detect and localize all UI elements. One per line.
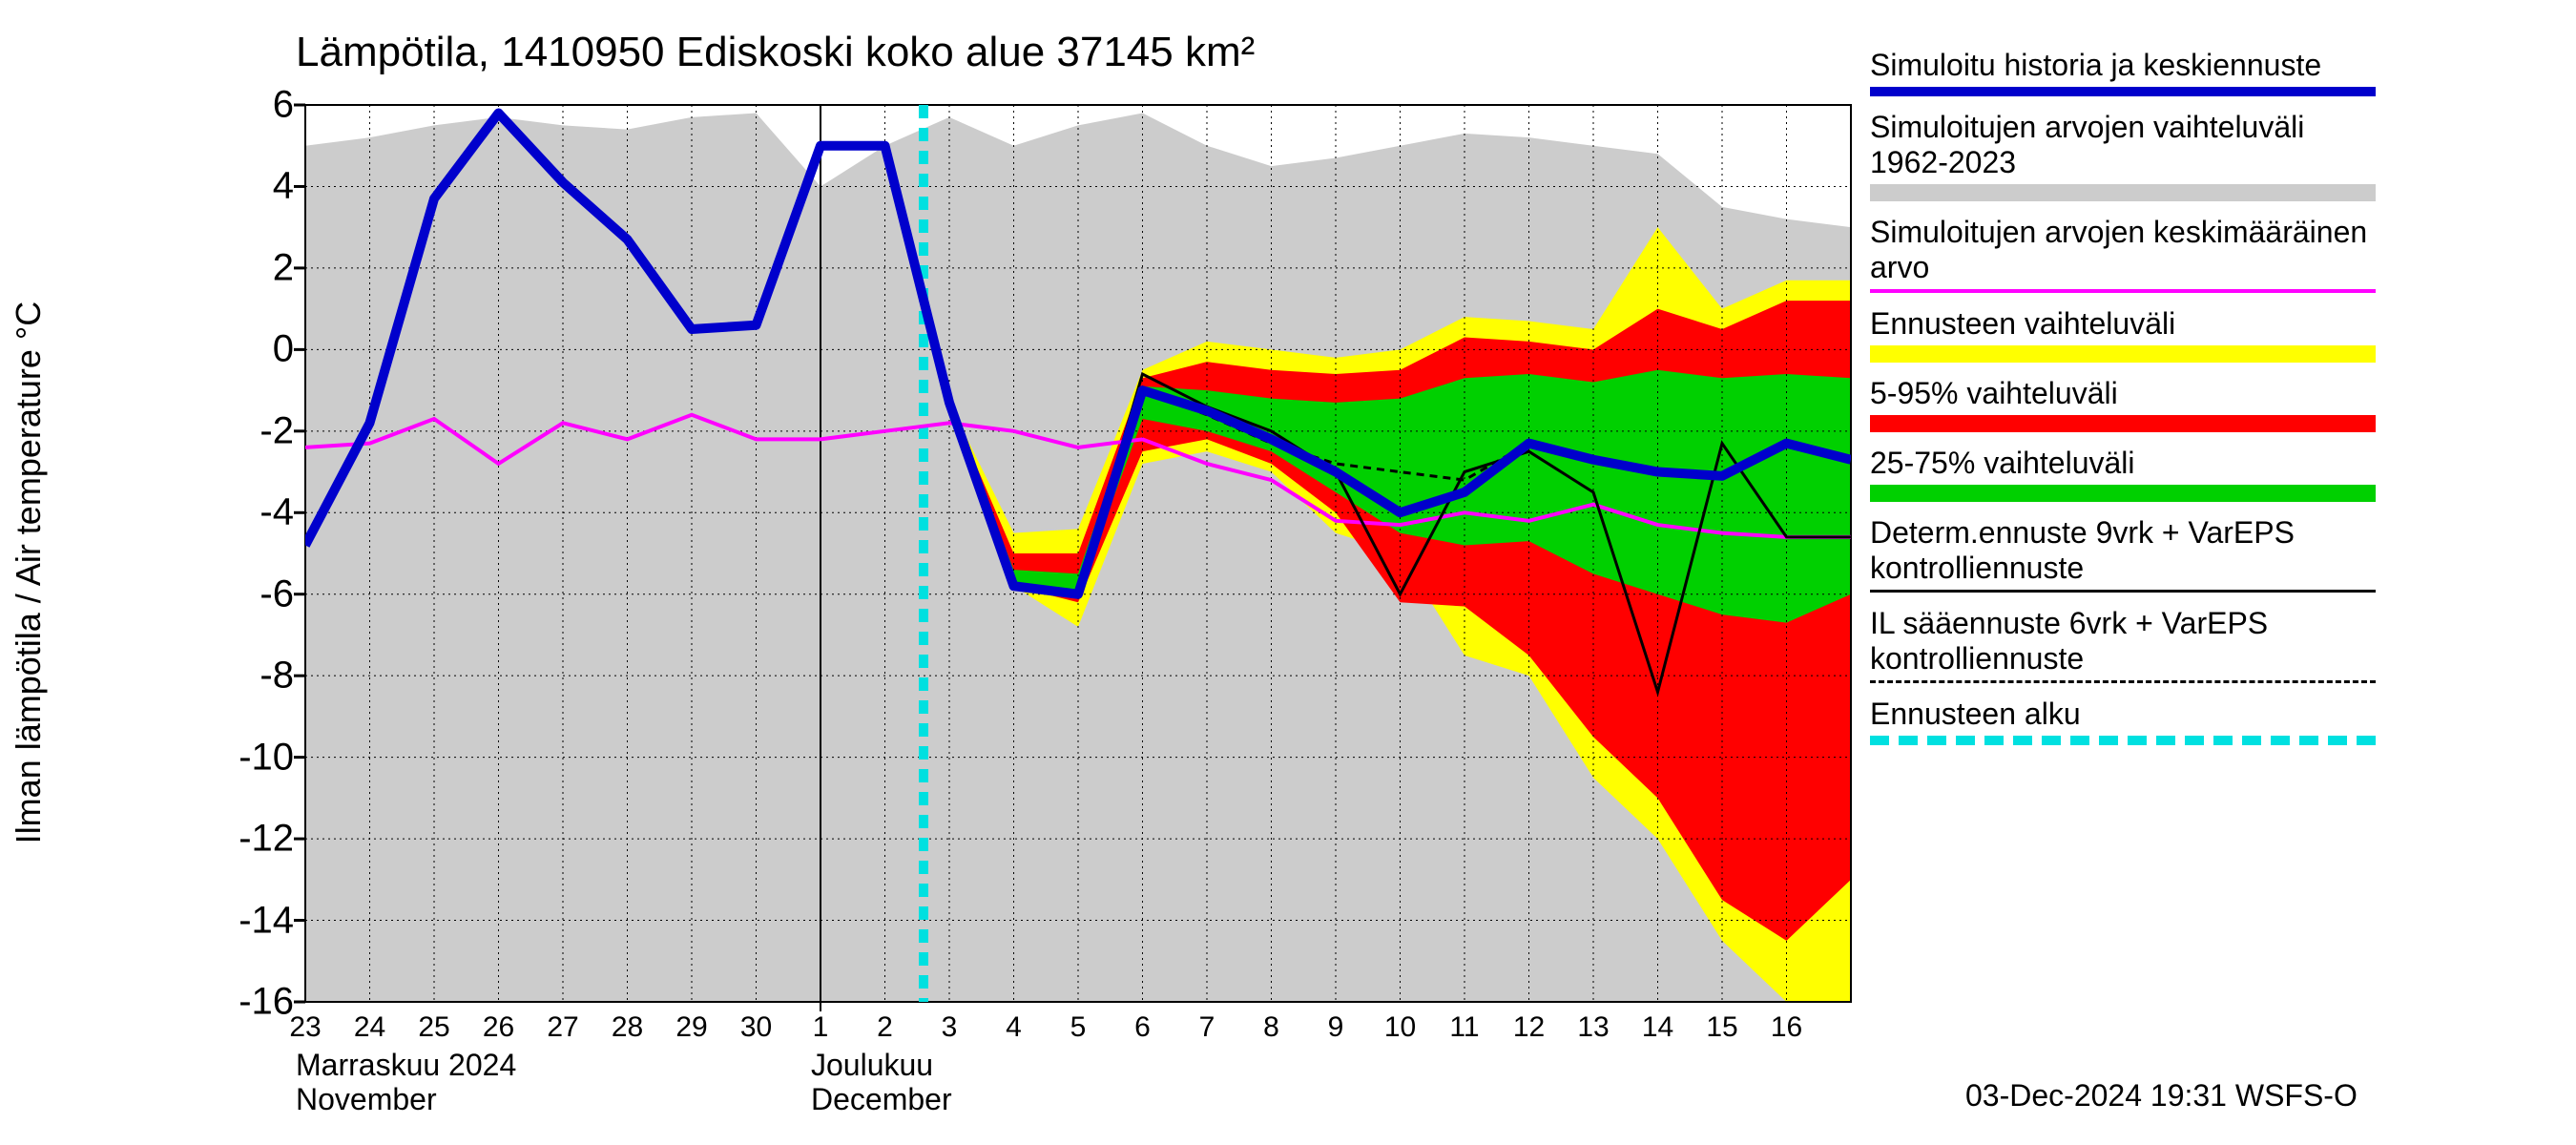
legend: Simuloitu historia ja keskiennuste Simulo…: [1870, 48, 2376, 759]
legend-item: Simuloitu historia ja keskiennuste: [1870, 48, 2376, 96]
legend-text: 25-75% vaihteluväli: [1870, 446, 2376, 481]
temperature-forecast-chart: Lämpötila, 1410950 Ediskoski koko alue 3…: [0, 0, 2576, 1145]
legend-item: Ennusteen alku: [1870, 697, 2376, 745]
legend-text: IL sääennuste 6vrk + VarEPS kontrollienn…: [1870, 606, 2376, 677]
legend-item: IL sääennuste 6vrk + VarEPS kontrollienn…: [1870, 606, 2376, 683]
legend-item: Ennusteen vaihteluväli: [1870, 306, 2376, 363]
legend-swatch: [1870, 485, 2376, 502]
legend-text: Simuloitu historia ja keskiennuste: [1870, 48, 2376, 83]
legend-item: Simuloitujen arvojen keskimääräinen arvo: [1870, 215, 2376, 293]
footer-timestamp: 03-Dec-2024 19:31 WSFS-O: [1965, 1078, 2358, 1114]
legend-swatch: [1870, 345, 2376, 363]
legend-swatch: [1870, 87, 2376, 96]
legend-text: Simuloitujen arvojen keskimääräinen arvo: [1870, 215, 2376, 285]
legend-item: 5-95% vaihteluväli: [1870, 376, 2376, 432]
legend-swatch: [1870, 590, 2376, 593]
legend-swatch: [1870, 184, 2376, 201]
legend-swatch: [1870, 289, 2376, 293]
legend-swatch: [1870, 680, 2376, 683]
legend-item: Simuloitujen arvojen vaihteluväli 1962-2…: [1870, 110, 2376, 201]
legend-item: 25-75% vaihteluväli: [1870, 446, 2376, 502]
legend-text: Simuloitujen arvojen vaihteluväli 1962-2…: [1870, 110, 2376, 180]
legend-swatch: [1870, 736, 2376, 745]
legend-swatch: [1870, 415, 2376, 432]
legend-text: Determ.ennuste 9vrk + VarEPS kontrollien…: [1870, 515, 2376, 586]
legend-text: 5-95% vaihteluväli: [1870, 376, 2376, 411]
legend-item: Determ.ennuste 9vrk + VarEPS kontrollien…: [1870, 515, 2376, 593]
legend-text: Ennusteen vaihteluväli: [1870, 306, 2376, 342]
legend-text: Ennusteen alku: [1870, 697, 2376, 732]
